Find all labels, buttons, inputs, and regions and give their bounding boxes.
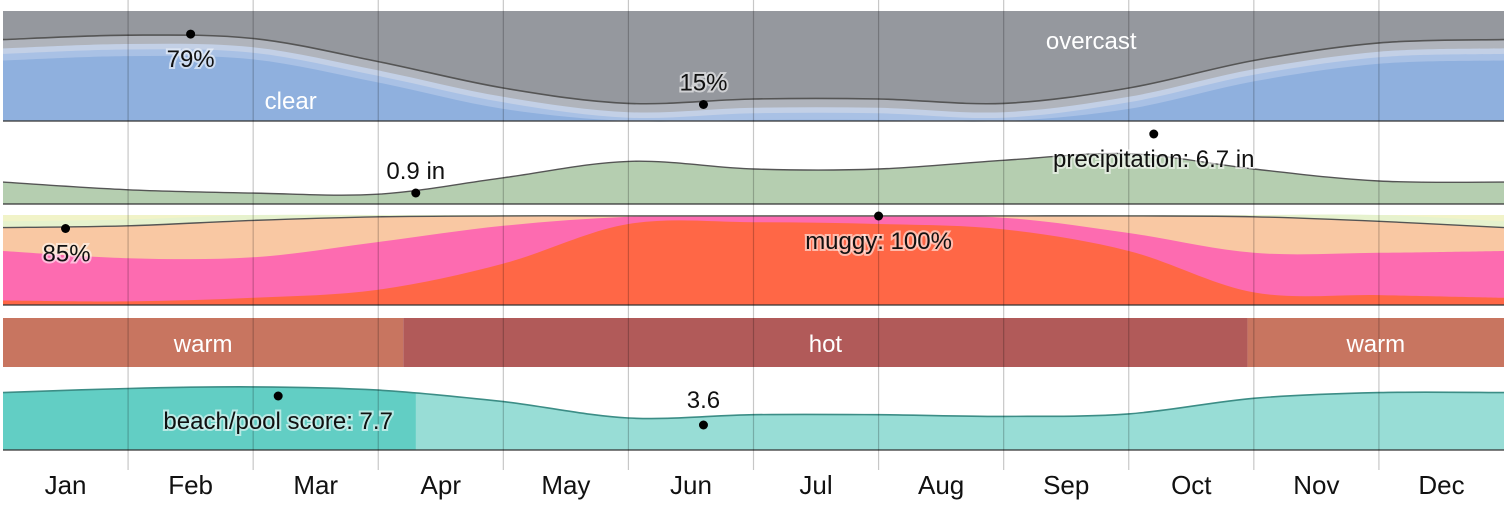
humidity-panel (2, 214, 1505, 306)
month-tick-label: Jun (670, 470, 712, 500)
humidity-marker (61, 224, 71, 233)
precipitation-marker-label: precipitation: 6.7 in (1053, 146, 1254, 173)
beach-best-area (3, 386, 416, 450)
precipitation-marker (411, 188, 421, 198)
temperature-band-label: hot (809, 331, 843, 358)
temperature-band-hot (403, 318, 1248, 367)
month-tick-label: Aug (918, 470, 964, 500)
beach-pool-panel (2, 386, 1505, 451)
month-tick-label: Apr (421, 470, 462, 500)
miserable-area (3, 220, 1504, 305)
humidity-marker-label: 85% (43, 241, 91, 268)
month-tick-label: Dec (1418, 470, 1464, 500)
month-tick-label: May (541, 470, 590, 500)
month-tick-label: Feb (168, 470, 213, 500)
cloud-cover-panel (2, 11, 1505, 122)
clear-label: clear (265, 88, 317, 115)
humidity-marker (874, 211, 884, 221)
precipitation-area (3, 153, 1504, 204)
temperature-band-warm (1247, 318, 1504, 367)
month-tick-label: Nov (1293, 470, 1339, 500)
cloud-marker (186, 29, 196, 39)
beach-marker-label: beach/pool score: 7.7 (163, 408, 393, 435)
cloud-marker-label: 15% (679, 70, 727, 97)
beach-marker-label: 3.6 (687, 387, 720, 414)
muggy-line (2, 215, 1505, 229)
beach-score-line (2, 386, 1505, 420)
overcast-label: overcast (1046, 28, 1137, 55)
chart-labels: clear overcast 79% 15% 0.9 in precipitation: … (41, 28, 1406, 437)
month-tick-label: Jan (45, 470, 87, 500)
temperature-band-label: warm (173, 331, 233, 358)
cloud-marker-label: 79% (167, 46, 215, 73)
temperature-band-warm (3, 318, 404, 367)
month-tick-label: Jul (799, 470, 832, 500)
cloud-marker (698, 100, 708, 109)
precipitation-panel (2, 152, 1505, 205)
beach-marker (698, 420, 708, 430)
month-tick-label: Sep (1043, 470, 1089, 500)
precipitation-marker (1149, 129, 1159, 139)
humidity-marker-label: muggy: 100% (805, 228, 952, 255)
clear-area (3, 55, 1504, 122)
precipitation-line (2, 152, 1505, 196)
month-tick-label: Mar (293, 470, 338, 500)
month-tick-label: Oct (1171, 470, 1212, 500)
precipitation-marker-label: 0.9 in (386, 158, 445, 185)
month-gridlines (127, 0, 1380, 470)
beach-marker (273, 391, 283, 401)
temperature-band-label: warm (1345, 331, 1405, 358)
month-axis: Jan Feb Mar Apr May Jun Jul Aug Sep Oct Nov Dec (45, 470, 1465, 500)
temperature-band-panel (3, 318, 1504, 367)
clear-line (2, 34, 1505, 105)
